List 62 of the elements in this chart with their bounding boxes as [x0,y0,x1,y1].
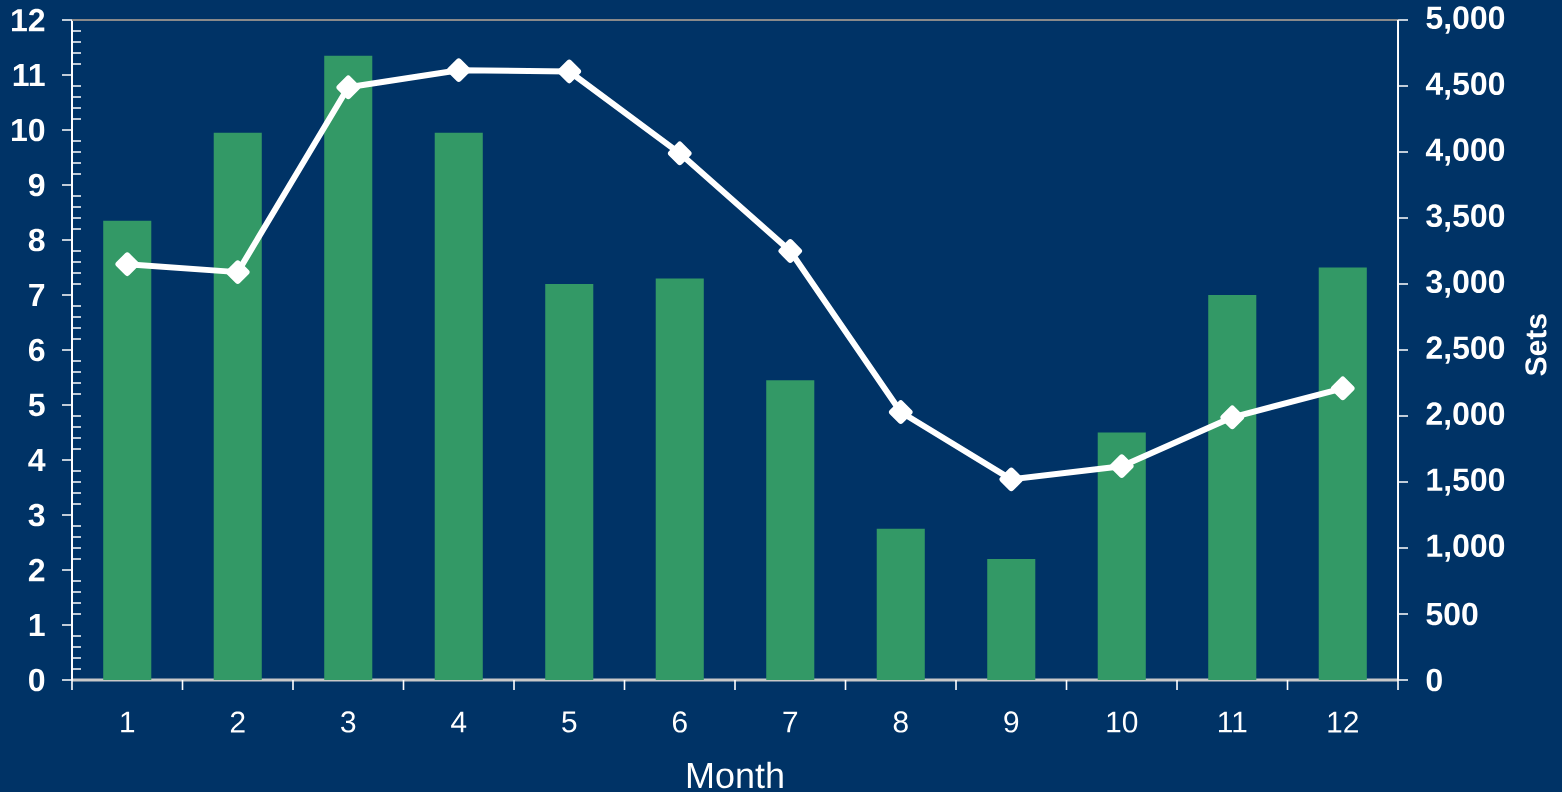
bar [324,55,373,680]
y2-axis-title: Sets [1525,314,1547,376]
bar [766,380,815,680]
x-tick-label: 9 [1004,711,1019,733]
bar [434,132,483,680]
point [115,252,140,276]
bar [545,283,594,680]
point [1220,405,1245,430]
point [1110,454,1134,478]
point [557,59,582,84]
y2-tick-label: 3,000 [1426,270,1505,298]
y-tick-label: 3 [28,503,45,527]
bar [1208,294,1257,680]
x-tick-label: 5 [562,711,577,733]
bar [1097,432,1146,680]
x-tick-label: 3 [341,711,356,733]
x-axis-title: Month [687,761,783,789]
point [446,58,471,82]
y2-tick-label: 0 [1426,668,1442,692]
y-tick-label: 11 [13,63,45,86]
x-tick-label: 7 [783,711,798,733]
x-tick-label: 12 [1328,711,1358,733]
point [225,260,250,284]
bar [987,559,1036,680]
x-tick-label: 4 [451,711,467,733]
y-tick-label: 9 [28,173,45,197]
bar [1318,267,1367,680]
bar [655,278,704,680]
y-tick-label: 2 [28,558,45,582]
y2-tick-label: 1,000 [1427,534,1505,562]
y2-tick-label: 4,500 [1425,72,1505,100]
point [1331,376,1355,401]
y-tick-label: 5 [28,393,45,417]
y-tick-label: 0 [29,668,45,692]
y2-tick-label: 2,000 [1426,402,1505,430]
x-tick-label: 2 [230,711,245,733]
y-tick-label: 10 [12,118,45,142]
y2-tick-label: 5,000 [1426,6,1505,34]
y-tick-label: 7 [29,283,45,306]
y2-tick-label: 3,500 [1426,204,1505,232]
y-tick-label: 4 [28,448,46,471]
point [778,239,803,263]
y2-tick-label: 500 [1426,602,1478,626]
bar [876,528,925,680]
bar [213,132,262,680]
y-tick-label: 1 [29,613,45,637]
y-tick-label: 12 [12,8,45,32]
y-tick-label: 8 [28,228,45,252]
point [667,141,692,166]
bar [103,220,152,680]
x-tick-label: 11 [1218,711,1247,733]
y2-tick-label: 4,000 [1425,138,1505,166]
y2-tick-label: 2,500 [1426,336,1505,364]
point [336,75,361,100]
y2-tick-label: 1,500 [1427,468,1505,496]
x-tick-label: 10 [1107,711,1138,733]
point [999,467,1024,492]
y-tick-label: 6 [28,338,45,362]
x-tick-label: 1 [121,711,135,733]
point [888,400,913,424]
x-tick-label: 6 [672,711,687,733]
x-tick-label: 8 [893,711,908,733]
